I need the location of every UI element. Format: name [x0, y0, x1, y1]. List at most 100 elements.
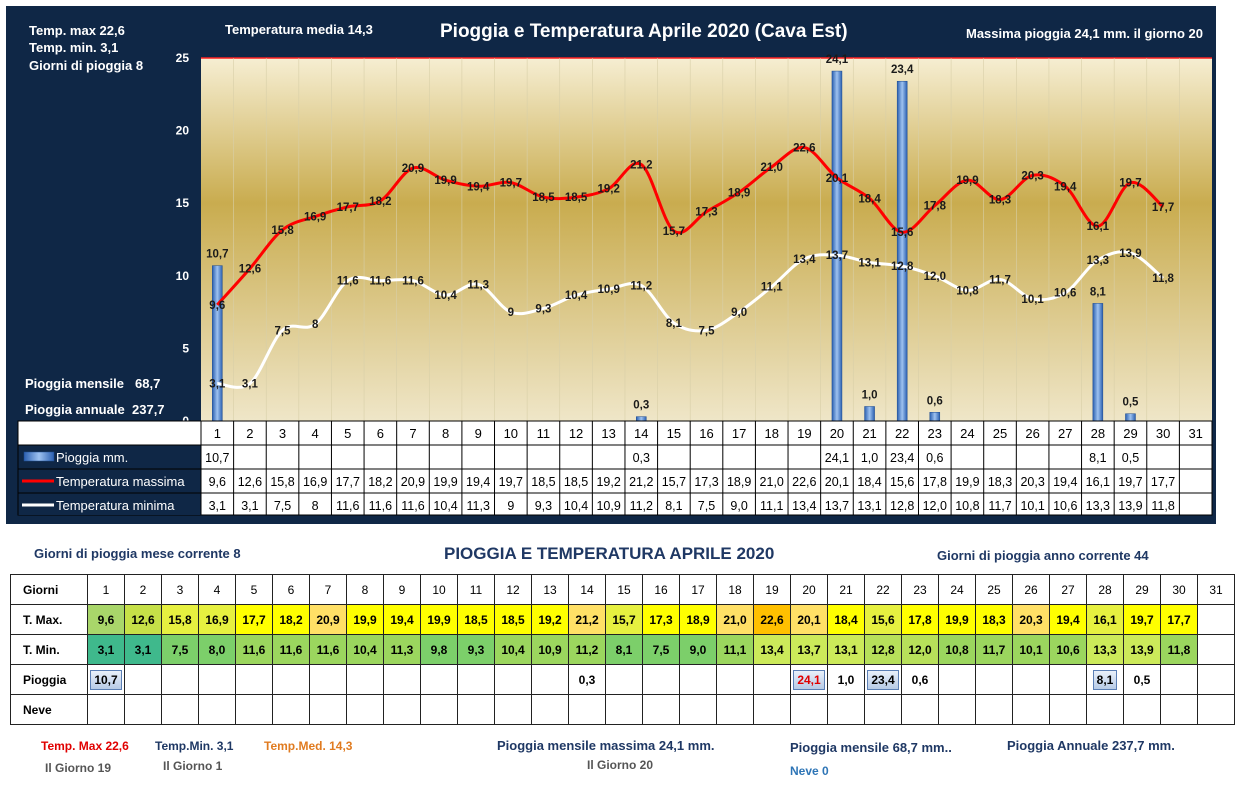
x-tick-label: 12: [569, 426, 583, 441]
rain-cell-day-22: 23,4: [864, 664, 902, 695]
tmax-cell-day-22: 15,6: [864, 604, 902, 635]
rain-days-summary: Giorni di pioggia 8: [29, 58, 144, 73]
footer-temp-min: Temp.Min. 3,1: [155, 739, 234, 753]
row-neve: Neve: [10, 694, 1235, 725]
tmin-cell-day-10: 9,8: [420, 634, 458, 665]
day-header-29: 29: [1123, 574, 1161, 605]
tmax-cell-day-6: 18,2: [272, 604, 310, 635]
chart-table-cell-tmax: 17,7: [1151, 475, 1175, 489]
x-tick-label: 15: [667, 426, 681, 441]
tmin-label-day-2: 3,1: [242, 378, 259, 390]
tmin-label-day-12: 10,4: [565, 290, 588, 302]
snow-cell-day-29: [1123, 694, 1161, 725]
chart-table-cell-tmax: 20,1: [825, 475, 849, 489]
chart-table-cell-tmin: 10,4: [564, 499, 588, 513]
rain-bar-day-14: [636, 416, 647, 422]
daily-data-table: Giorni 1 2 3 4 5 6 7 8 9 10 11 12 13 14 15 16 17 18 19 20 21 2…: [10, 574, 1235, 725]
snow-cell-day-18: [716, 694, 754, 725]
x-tick-label: 29: [1123, 426, 1137, 441]
chart-table-cell-tmax: 18,2: [368, 475, 392, 489]
tmin-cell-day-25: 11,7: [975, 634, 1013, 665]
chart-table-cell-tmax: 20,3: [1020, 475, 1044, 489]
snow-cell-day-14: [568, 694, 606, 725]
snow-cell-day-23: [901, 694, 939, 725]
rain-label-day-28: 8,1: [1090, 286, 1107, 298]
day-header-7: 7: [309, 574, 347, 605]
tmax-cell-day-11: 18,5: [457, 604, 495, 635]
x-tick-label: 11: [537, 426, 551, 441]
tmax-label-day-24: 19,9: [956, 175, 978, 187]
rain-bar-day-23: [929, 412, 941, 422]
rain-cell-day-4: [198, 664, 236, 695]
day-header-5: 5: [235, 574, 273, 605]
chart-table-cell-tmax: 19,4: [466, 475, 490, 489]
tmax-cell-day-30: 17,7: [1160, 604, 1198, 635]
snow-cell-day-24: [938, 694, 976, 725]
tmax-label-day-2: 12,6: [239, 264, 261, 276]
chart-table-cell-rain: 8,1: [1089, 451, 1106, 465]
rain-cell-value: 24,1: [793, 669, 825, 690]
chart-table-cell-tmin: 3,1: [241, 499, 258, 513]
chart-table-cell-tmax: 18,9: [727, 475, 751, 489]
tmax-label-day-29: 19,7: [1119, 178, 1141, 190]
tmax-label-day-10: 19,7: [500, 178, 522, 190]
tmin-label-day-21: 13,1: [858, 257, 881, 269]
tmax-label-day-20: 20,1: [826, 173, 849, 185]
chart-table-cell-tmin: 13,4: [792, 499, 816, 513]
rain-cell-day-21: 1,0: [827, 664, 865, 695]
max-rain-summary: Massima pioggia 24,1 mm. il giorno 20: [966, 26, 1203, 41]
rain-days-year: Giorni di pioggia anno corrente 44: [937, 548, 1149, 563]
rain-cell-day-30: [1160, 664, 1198, 695]
chart-panel: 10,7 0,3 24,1 1,0 23,4 0,6 8,1 0,5 9,6 12,6 15,8 16…: [6, 6, 1216, 524]
chart-table-cell-rain: 0,3: [633, 451, 650, 465]
tmin-label-day-19: 13,4: [793, 254, 816, 266]
rain-cell-value: 10,7: [90, 669, 122, 690]
day-header-16: 16: [642, 574, 680, 605]
x-tick-label: 23: [928, 426, 942, 441]
chart-table-cell-tmax: 20,9: [401, 475, 425, 489]
day-header-18: 18: [716, 574, 754, 605]
tmax-label-day-17: 18,9: [728, 187, 750, 199]
chart-table-cell-tmax: 22,6: [792, 475, 816, 489]
tmin-label-day-30: 11,8: [1152, 273, 1174, 285]
row-label-tmin: T. Min.: [10, 634, 88, 665]
rain-cell-day-8: [346, 664, 384, 695]
row-pioggia: Pioggia 10,7 0,3 24,1 1,0 23,4 0,6 8,1 0,5: [10, 664, 1235, 695]
tmin-cell-day-7: 11,6: [309, 634, 347, 665]
snow-cell-day-9: [383, 694, 421, 725]
day-header-27: 27: [1049, 574, 1087, 605]
snow-cell-day-28: [1086, 694, 1124, 725]
x-tick-label: 25: [993, 426, 1007, 441]
chart-table-cell-rain: 0,5: [1122, 451, 1139, 465]
x-tick-label: 19: [797, 426, 811, 441]
chart-table-cell-tmax: 19,4: [1053, 475, 1077, 489]
temp-min-summary: Temp. min. 3,1: [29, 40, 119, 55]
tmin-cell-day-23: 12,0: [901, 634, 939, 665]
tmin-label-day-22: 12,8: [891, 261, 914, 273]
rain-cell-day-16: [642, 664, 680, 695]
tmax-label-day-27: 19,4: [1054, 181, 1077, 193]
snow-cell-day-19: [753, 694, 791, 725]
day-header-11: 11: [457, 574, 495, 605]
tmax-label-day-12: 18,5: [565, 192, 588, 204]
x-tick-label: 5: [344, 426, 351, 441]
tmax-label-day-6: 18,2: [369, 196, 391, 208]
tmax-label-day-30: 17,7: [1152, 202, 1174, 214]
tmin-label-day-11: 9,3: [535, 303, 551, 315]
rain-label-day-20: 24,1: [826, 54, 849, 66]
rain-cell-day-24: [938, 664, 976, 695]
tmin-cell-day-18: 11,1: [716, 634, 754, 665]
tmax-cell-day-7: 20,9: [309, 604, 347, 635]
tmin-cell-day-27: 10,6: [1049, 634, 1087, 665]
tmax-cell-day-29: 19,7: [1123, 604, 1161, 635]
tmax-label-day-19: 22,6: [793, 143, 815, 155]
day-header-2: 2: [124, 574, 162, 605]
chart-table-cell-tmin: 10,9: [596, 499, 620, 513]
rain-temperature-chart: 10,70,324,11,023,40,68,10,59,612,615,816…: [17, 51, 1213, 516]
chart-table-cell-tmin: 11,7: [988, 499, 1011, 513]
rain-cell-day-9: [383, 664, 421, 695]
tmax-label-day-14: 21,2: [630, 159, 652, 171]
chart-table-cell-tmax: 12,6: [238, 475, 262, 489]
tmax-cell-day-19: 22,6: [753, 604, 791, 635]
rain-cell-day-29: 0,5: [1123, 664, 1161, 695]
